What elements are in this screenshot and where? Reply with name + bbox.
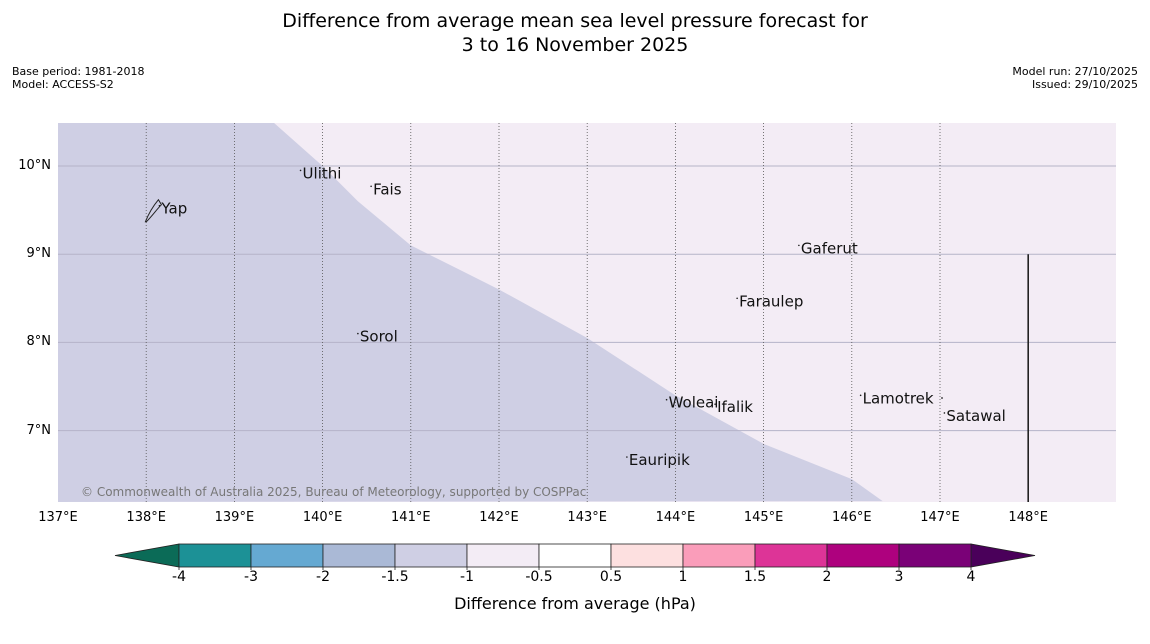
colorbar-label: 1 xyxy=(678,569,688,585)
colorbar-label: -0.5 xyxy=(525,569,553,585)
lon-label: 146°E xyxy=(832,510,872,525)
lon-label: 137°E xyxy=(38,510,78,525)
colorbar-label: -4 xyxy=(172,569,186,585)
colorbar-bin xyxy=(394,543,468,568)
place-label-lamotrek: Lamotrek xyxy=(863,389,934,407)
island-dot xyxy=(798,244,800,247)
colorbar-label: -2 xyxy=(316,569,330,585)
place-label-ulithi: Ulithi xyxy=(303,164,342,182)
island-dot xyxy=(158,204,161,207)
issued-date: Issued: 29/10/2025 xyxy=(1031,78,1138,91)
colorbar-label: 4 xyxy=(966,569,976,585)
island-dot xyxy=(859,394,862,397)
model-name: Model: ACCESS-S2 xyxy=(12,78,114,91)
colorbar-label: 2 xyxy=(822,569,832,585)
lon-label: 141°E xyxy=(391,510,431,525)
meta-right: Model run: 27/10/2025 Issued: 29/10/2025 xyxy=(1012,65,1138,91)
island-dot xyxy=(626,456,628,458)
base-period: Base period: 1981-2018 xyxy=(12,65,145,78)
colorbar-bin xyxy=(682,543,756,568)
colorbar-bin xyxy=(826,543,900,568)
place-label-satawal: Satawal xyxy=(946,407,1005,425)
colorbar-label: -3 xyxy=(244,569,258,585)
lat-label: 7°N xyxy=(26,422,52,438)
place-label-ifalik: Ifalik xyxy=(717,398,753,416)
island-dot xyxy=(941,397,943,399)
island-dot xyxy=(665,398,668,401)
lat-label: 8°N xyxy=(26,334,52,350)
lat-label: 9°N xyxy=(26,246,52,262)
place-label-gaferut: Gaferut xyxy=(801,239,858,257)
colorbar-bin xyxy=(466,543,540,568)
place-label-yap: Yap xyxy=(160,200,187,218)
colorbar-bin xyxy=(322,543,396,568)
lon-label: 140°E xyxy=(302,510,343,525)
lon-label: 144°E xyxy=(655,510,696,525)
colorbar-bin xyxy=(754,543,828,568)
yap-island-outline xyxy=(144,198,163,223)
colorbar-bin xyxy=(610,543,684,568)
island-dot xyxy=(357,332,359,335)
colorbar-label: -1.5 xyxy=(381,569,409,585)
island-dot xyxy=(943,412,946,414)
place-label-woleai: Woleai xyxy=(669,394,719,412)
lat-label: 10°N xyxy=(18,158,51,173)
colorbar-bin xyxy=(178,543,252,568)
place-label-sorol: Sorol xyxy=(360,328,398,346)
colorbar-label: 3 xyxy=(894,569,904,585)
colorbar-label: 0.5 xyxy=(599,569,623,585)
place-label-eauripik: Eauripik xyxy=(629,451,690,469)
lon-label: 142°E xyxy=(479,510,519,525)
colorbar-label: 1.5 xyxy=(743,569,767,585)
lon-label: 143°E xyxy=(567,510,607,525)
lon-label: 147°E xyxy=(920,510,960,525)
lon-label: 138°E xyxy=(126,510,166,525)
lon-label: 148°E xyxy=(1008,510,1048,525)
lon-label: 139°E xyxy=(214,510,255,525)
island-dot xyxy=(299,169,302,172)
colorbar-low-extend xyxy=(114,543,180,568)
colorbar-bin xyxy=(898,543,972,568)
colorbar-high-extend xyxy=(970,543,1036,568)
island-dot xyxy=(370,185,372,188)
island-dot xyxy=(736,297,738,300)
chart-title-line2: 3 to 16 November 2025 xyxy=(461,34,689,56)
place-label-faraulep: Faraulep xyxy=(739,292,803,310)
copyright-notice: © Commonwealth of Australia 2025, Bureau… xyxy=(81,485,586,499)
lon-label: 145°E xyxy=(743,510,784,525)
field-low-region xyxy=(58,123,883,502)
colorbar-label: -1 xyxy=(460,569,474,585)
colorbar-bin xyxy=(250,543,324,568)
island-dot xyxy=(714,403,716,405)
colorbar-title: Difference from average (hPa) xyxy=(454,594,696,613)
meta-left: Base period: 1981-2018 Model: ACCESS-S2 xyxy=(12,65,144,91)
colorbar-bin xyxy=(538,543,612,568)
chart-title-line1: Difference from average mean sea level p… xyxy=(282,10,868,32)
model-run: Model run: 27/10/2025 xyxy=(1012,65,1138,78)
place-label-fais: Fais xyxy=(373,180,402,198)
